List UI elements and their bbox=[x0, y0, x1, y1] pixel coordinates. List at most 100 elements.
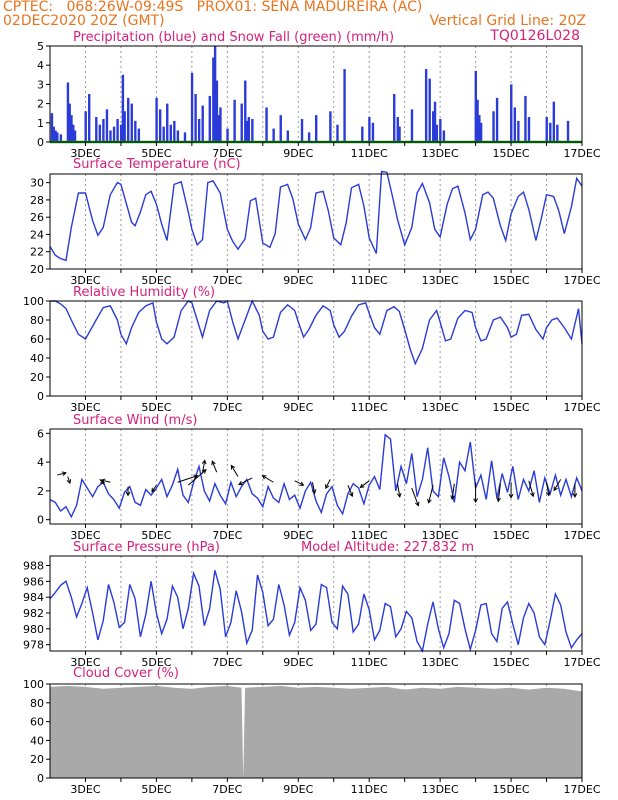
cloud-cover-x-tick-label: 9DEC bbox=[283, 783, 313, 796]
precip-bar bbox=[329, 111, 332, 142]
title-precipitation: Precipitation (blue) and Snow Fall (gree… bbox=[73, 30, 395, 45]
precip-bar bbox=[158, 109, 162, 142]
precip-bar bbox=[72, 124, 75, 142]
precip-bar bbox=[112, 126, 116, 142]
precipitation-x-tick-label: 15DEC bbox=[493, 147, 530, 160]
precip-bar bbox=[219, 107, 222, 142]
precip-bar bbox=[371, 122, 375, 142]
temperature-x-tick-label: 7DEC bbox=[212, 274, 242, 287]
precip-bar bbox=[201, 105, 204, 142]
wind-vector bbox=[211, 460, 218, 473]
precip-bar bbox=[517, 120, 520, 142]
wind-vector bbox=[230, 465, 239, 477]
wind-vector bbox=[238, 477, 253, 485]
wind-y-tick-label: 6 bbox=[37, 427, 44, 440]
wind-arrowhead bbox=[348, 492, 354, 498]
wind-vector bbox=[546, 482, 550, 496]
precipitation-x-tick-label: 13DEC bbox=[422, 147, 459, 160]
temperature-x-tick-label: 3DEC bbox=[70, 274, 100, 287]
wind-line bbox=[49, 433, 583, 519]
wind-y-tick-label: 4 bbox=[37, 456, 44, 469]
header-run-time: 02DEC2020 20Z (GMT) bbox=[3, 13, 165, 29]
precip-bar bbox=[215, 80, 219, 142]
precip-bar bbox=[183, 132, 187, 142]
temperature-line bbox=[49, 170, 583, 262]
wind-vector bbox=[528, 480, 534, 497]
wind-arrowhead bbox=[299, 481, 305, 486]
header-grid-line: Vertical Grid Line: 20Z bbox=[429, 13, 586, 29]
humidity-x-tick-label: 17DEC bbox=[563, 401, 600, 414]
humidity-x-tick-label: 7DEC bbox=[212, 401, 242, 414]
precip-bar bbox=[479, 122, 483, 142]
precip-bar bbox=[166, 103, 169, 142]
precip-bar bbox=[478, 115, 481, 142]
precip-bar bbox=[127, 97, 130, 142]
wind-x-tick-label: 11DEC bbox=[351, 529, 388, 542]
wind-frame bbox=[49, 428, 583, 525]
precipitation-y-tick-label: 4 bbox=[37, 59, 44, 72]
pressure-x-tick-label: 9DEC bbox=[283, 656, 313, 669]
wind-arrowhead bbox=[66, 479, 72, 485]
humidity-y-tick-label: 100 bbox=[23, 295, 44, 308]
wind-arrowhead bbox=[427, 498, 432, 504]
wind-arrowhead bbox=[415, 501, 420, 507]
temperature-x-tick-label: 9DEC bbox=[283, 274, 313, 287]
precip-bar bbox=[279, 115, 282, 142]
precip-bar bbox=[272, 128, 275, 142]
wind-arrowhead bbox=[359, 483, 365, 489]
cloud-cover-y-tick-label: 20 bbox=[30, 753, 44, 766]
precipitation-y-tick-label: 5 bbox=[37, 40, 44, 53]
precip-bar bbox=[442, 130, 446, 142]
title-cloud-cover: Cloud Cover (%) bbox=[73, 666, 179, 681]
wind-arrowhead bbox=[61, 471, 67, 476]
precip-bar bbox=[300, 118, 304, 142]
precip-bar bbox=[70, 115, 73, 142]
precip-bar bbox=[226, 128, 229, 142]
precip-bar bbox=[433, 101, 437, 142]
precip-bar bbox=[439, 118, 442, 142]
temperature-x-tick-label: 17DEC bbox=[563, 274, 600, 287]
precip-bar bbox=[393, 94, 396, 142]
wind-arrowhead bbox=[530, 492, 535, 498]
cloud-cover-x-tick-label: 15DEC bbox=[493, 783, 530, 796]
precip-bar bbox=[98, 124, 102, 142]
temperature-y-tick-label: 24 bbox=[30, 228, 44, 241]
humidity-frame bbox=[49, 300, 583, 397]
precip-bar bbox=[176, 130, 180, 142]
precip-bar bbox=[212, 57, 215, 142]
precip-bar bbox=[286, 130, 290, 142]
wind-x-tick-label: 17DEC bbox=[563, 529, 600, 542]
precip-bar bbox=[244, 80, 247, 142]
precipitation-y-tick-label: 3 bbox=[37, 78, 44, 91]
precip-bar bbox=[307, 132, 311, 142]
precipitation-x-tick-label: 17DEC bbox=[563, 147, 600, 160]
pressure-y-tick-label: 980 bbox=[23, 623, 44, 636]
wind-vector bbox=[411, 487, 419, 506]
humidity-x-tick-label: 11DEC bbox=[351, 401, 388, 414]
humidity-x-tick-label: 3DEC bbox=[70, 401, 100, 414]
wind-vector bbox=[347, 484, 353, 497]
precip-bar bbox=[240, 103, 243, 142]
precip-bar bbox=[527, 117, 531, 142]
precip-bar bbox=[130, 103, 133, 142]
precip-bar bbox=[134, 120, 137, 142]
temperature-y-tick-label: 30 bbox=[30, 177, 44, 190]
wind-arrowhead bbox=[572, 493, 578, 498]
wind-vector bbox=[311, 482, 316, 494]
precip-bar bbox=[336, 124, 339, 142]
precipitation-x-tick-label: 3DEC bbox=[70, 147, 100, 160]
cloud-cover-y-tick-label: 40 bbox=[30, 734, 44, 747]
precip-bar bbox=[102, 118, 105, 142]
precip-bar bbox=[343, 69, 346, 142]
precip-bar bbox=[556, 124, 559, 142]
precipitation-frame bbox=[49, 45, 583, 143]
cloud-cover-area bbox=[50, 685, 582, 778]
pressure-x-tick-label: 15DEC bbox=[493, 656, 530, 669]
pressure-x-tick-label: 13DEC bbox=[422, 656, 459, 669]
wind-vector bbox=[67, 476, 71, 484]
subtitle-model-altitude: Model Altitude: 227.832 m bbox=[301, 540, 475, 555]
wind-arrowhead bbox=[193, 474, 199, 479]
wind-vector bbox=[397, 483, 401, 497]
precip-bar bbox=[476, 99, 479, 142]
precip-bar bbox=[121, 74, 125, 142]
